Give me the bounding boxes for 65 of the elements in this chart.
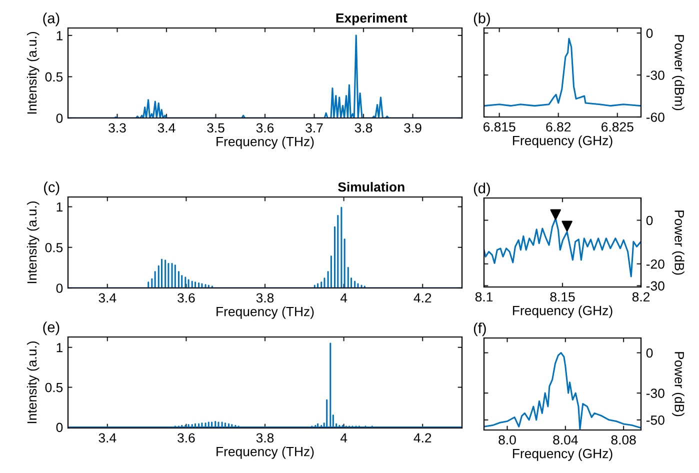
x-axis-title: Frequency (GHz) [512,136,612,148]
y2-axis-title: Power (dB) [672,210,684,275]
x-tick-label: 8.08 [611,435,636,445]
y-tick-label: 0.5 [45,72,63,82]
x-tick-label: 4 [340,293,348,302]
x-tick-label: 3.6 [256,123,274,133]
text: (e) [43,322,60,336]
y-tick-label: 0 [56,284,63,293]
x-tick-label: 8.0 [498,435,516,445]
x-tick-label: 8.15 [550,292,575,302]
x-axis-title: Frequency (GHz) [512,306,612,318]
y2-axis-title: Power (dBm) [672,35,684,110]
x-tick-label: 6.82 [546,122,571,132]
text: (b) [474,12,490,26]
y2-tick-label: 0 [646,216,653,226]
x-axis-title: Frequency (THz) [216,306,314,319]
x-tick-label: 4.2 [414,433,432,442]
y2-tick-label: -60 [646,112,664,122]
y-tick-label: 0 [56,114,63,123]
y2-tick-label: -30 [646,70,664,80]
x-tick-label: 3.7 [306,123,323,133]
y-tick-label: 0.5 [45,242,63,252]
x-tick-label: 8.2 [632,292,650,302]
text: (c) [44,182,60,196]
y2-tick-label: -30 [646,281,664,291]
y2-tick-label: 0 [646,348,653,358]
x-tick-label: 3.4 [98,433,116,443]
y2-axis-title: Power (dB) [672,352,684,416]
x-tick-label: 4 [340,433,348,442]
y2-tick-label: -20 [646,259,664,269]
text: (a) [43,12,60,26]
y-axis-title: Intensity (a.u.) [26,342,40,424]
x-axis-title: Frequency (THz) [216,136,314,149]
text: (f) [474,322,486,336]
x-tick-label: 3.4 [158,123,176,133]
x-tick-label: 3.6 [178,293,195,303]
y-axis-title: Intensity (a.u.) [26,202,40,284]
x-tick-label: 8.1 [475,292,493,302]
y2-tick-label: -30 [646,388,664,398]
y-tick-label: 1 [56,202,62,212]
x-tick-label: 4.2 [414,293,432,302]
x-tick-label: 3.8 [256,293,274,303]
x-tick-label: 3.8 [256,433,274,443]
y-tick-label: 0 [56,422,63,432]
x-tick-label: 3.4 [98,293,116,303]
line-series [484,38,641,107]
x-tick-label: 3.6 [178,433,195,443]
x-tick-label: 8.04 [553,435,578,445]
x-tick-label: 6.825 [602,122,634,132]
y-axis-title: Intensity (a.u.) [26,32,40,114]
x-tick-label: 3.8 [354,123,372,133]
y2-tick-label: 0 [646,28,653,38]
y-tick-label: 1 [56,343,62,352]
y-tick-label: 1 [56,31,62,40]
x-axis-title: Frequency (THz) [216,446,314,459]
text: (d) [474,182,490,196]
y-tick-label: 0.5 [45,382,63,392]
x-axis-title: Frequency (GHz) [512,448,612,461]
x-tick-label: 3.5 [207,123,224,133]
x-tick-label: 3.3 [108,123,126,133]
y2-tick-label: -50 [646,415,664,425]
x-tick-label: 6.815 [484,122,516,132]
chart-title: Experiment [336,13,408,26]
chart-title: Simulation [338,182,404,192]
x-tick-label: 3.9 [404,123,422,133]
